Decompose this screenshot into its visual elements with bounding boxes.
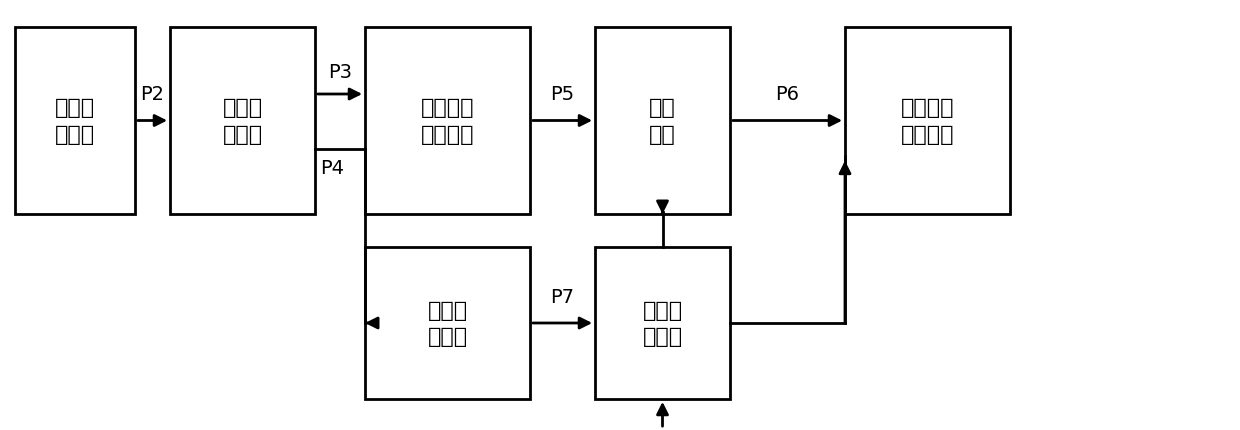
Text: 触发选通
控制单元: 触发选通 控制单元 — [420, 98, 474, 144]
Bar — [595, 28, 730, 215]
Text: P2: P2 — [140, 85, 165, 104]
Text: P7: P7 — [551, 287, 574, 306]
Bar — [844, 28, 1011, 215]
Text: P5: P5 — [551, 85, 574, 104]
Bar — [15, 28, 135, 215]
Text: 保护驱
动单元: 保护驱 动单元 — [642, 300, 682, 347]
Text: P3: P3 — [329, 63, 352, 82]
Bar — [170, 28, 315, 215]
Bar — [365, 247, 529, 399]
Bar — [595, 247, 730, 399]
Text: P6: P6 — [775, 85, 800, 104]
Text: P4: P4 — [320, 158, 343, 177]
Text: 自耦补偿
式主电路: 自耦补偿 式主电路 — [900, 98, 955, 144]
Bar — [365, 28, 529, 215]
Text: 采样比
较单元: 采样比 较单元 — [55, 98, 95, 144]
Text: 触发
单元: 触发 单元 — [649, 98, 676, 144]
Text: 检错判
别单元: 检错判 别单元 — [428, 300, 467, 347]
Text: 延时保
护单元: 延时保 护单元 — [222, 98, 263, 144]
